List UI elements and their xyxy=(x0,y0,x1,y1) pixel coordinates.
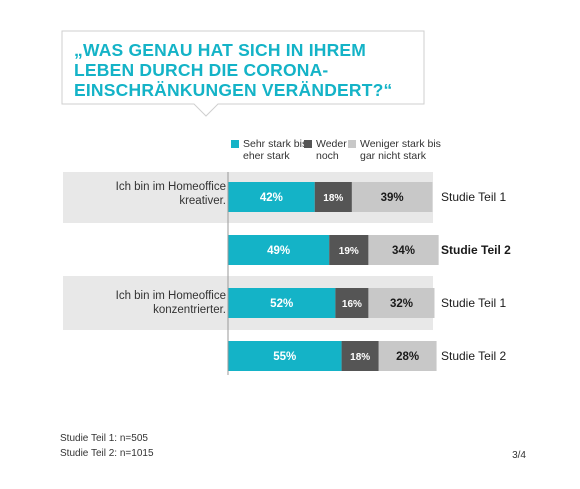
bar-segment xyxy=(329,235,369,265)
category-label: Studie Teil 2 xyxy=(441,349,506,363)
category-label: Studie Teil 1 xyxy=(441,190,506,204)
bar-value-label: 16% xyxy=(342,299,362,310)
legend-swatch xyxy=(304,140,312,148)
category-label: Studie Teil 1 xyxy=(441,296,506,310)
bar-value-label: 28% xyxy=(396,351,419,363)
bar-segment xyxy=(368,288,435,318)
bar-value-label: 42% xyxy=(260,192,283,204)
bar-segment xyxy=(368,235,439,265)
bars-layer: 42% 18% 39% Studie Teil 1 49% 19% 34% Studie Te… xyxy=(228,182,511,371)
footnote-2: Studie Teil 2: n=1015 xyxy=(60,448,154,459)
bar-value-label: 55% xyxy=(273,351,296,363)
bar-value-label: 39% xyxy=(381,192,404,204)
category-label: Studie Teil 2 xyxy=(441,243,511,257)
chart-title: „WAS GENAU HAT SICH IN IHREM LEBEN DURCH… xyxy=(74,40,393,100)
legend-item-neutral: Weder noch xyxy=(304,138,347,162)
bar-value-label: 52% xyxy=(270,298,293,310)
bar-segment xyxy=(314,182,352,212)
legend-swatch xyxy=(231,140,239,148)
bar-value-label: 32% xyxy=(390,298,413,310)
bar-segment xyxy=(335,288,369,318)
bar-value-label: 34% xyxy=(392,245,415,257)
bar-segment xyxy=(228,288,336,318)
bar-segment xyxy=(228,182,315,212)
legend-label: Sehr stark bis eher stark xyxy=(243,138,308,162)
bar-value-label: 18% xyxy=(350,352,370,363)
bar-value-label: 18% xyxy=(323,193,343,204)
bar-segment xyxy=(228,341,342,371)
legend-item-strong: Sehr stark bis eher stark xyxy=(231,138,307,162)
legend-swatch xyxy=(348,140,356,148)
legend-label: Weniger stark bis gar nicht stark xyxy=(360,138,441,162)
bar-segment xyxy=(351,182,433,212)
question-label-2: Ich bin im Homeoffice konzentrierter. xyxy=(115,290,226,316)
footnote-1: Studie Teil 1: n=505 xyxy=(60,433,148,444)
speech-bubble xyxy=(61,30,425,117)
page-number: 3/4 xyxy=(512,450,526,461)
bar-value-label: 19% xyxy=(339,246,359,257)
bar-segment xyxy=(378,341,437,371)
bar-segment xyxy=(228,235,330,265)
bar-segment xyxy=(341,341,379,371)
legend-label: Weder noch xyxy=(316,138,347,162)
bar-value-label: 49% xyxy=(267,245,290,257)
legend-item-weak: Weniger stark bis gar nicht stark xyxy=(348,138,441,162)
question-label-1: Ich bin im Homeoffice kreativer. xyxy=(115,181,226,207)
